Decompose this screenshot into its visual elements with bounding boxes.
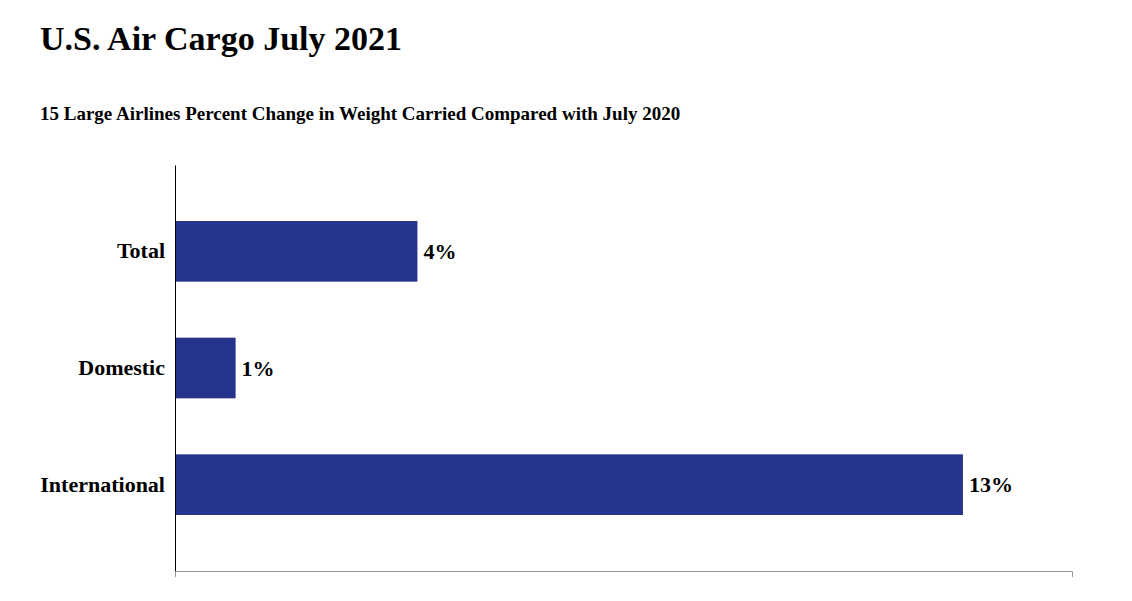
x-axis [176, 572, 1073, 578]
bar [175, 454, 963, 515]
data-label: 4% [423, 239, 456, 264]
title: U.S. Air Cargo July 2021 [40, 20, 402, 57]
y-tick: Domestic [78, 355, 165, 380]
chart: U.S. Air Cargo July 2021 15 Large Airline… [0, 0, 1132, 601]
x-axis-line [176, 572, 1073, 578]
y-tick-label: Total [117, 238, 165, 263]
y-axis-line [175, 166, 176, 572]
plot-area: 13% 1% 4% International Domestic Total [40, 166, 1072, 578]
y-tick: Total [117, 238, 165, 263]
y-tick-label: Domestic [78, 355, 165, 380]
data-label: 13% [969, 472, 1013, 497]
subtitle: 15 Large Airlines Percent Change in Weig… [40, 103, 680, 124]
data-label: 1% [242, 356, 275, 381]
bars [175, 221, 963, 515]
bar [175, 338, 236, 399]
y-axis: International Domestic Total [40, 166, 175, 572]
data-labels: 13% 1% 4% [242, 239, 1013, 497]
y-tick: International [40, 472, 165, 497]
y-tick-label: International [40, 472, 165, 497]
bar [175, 221, 417, 282]
